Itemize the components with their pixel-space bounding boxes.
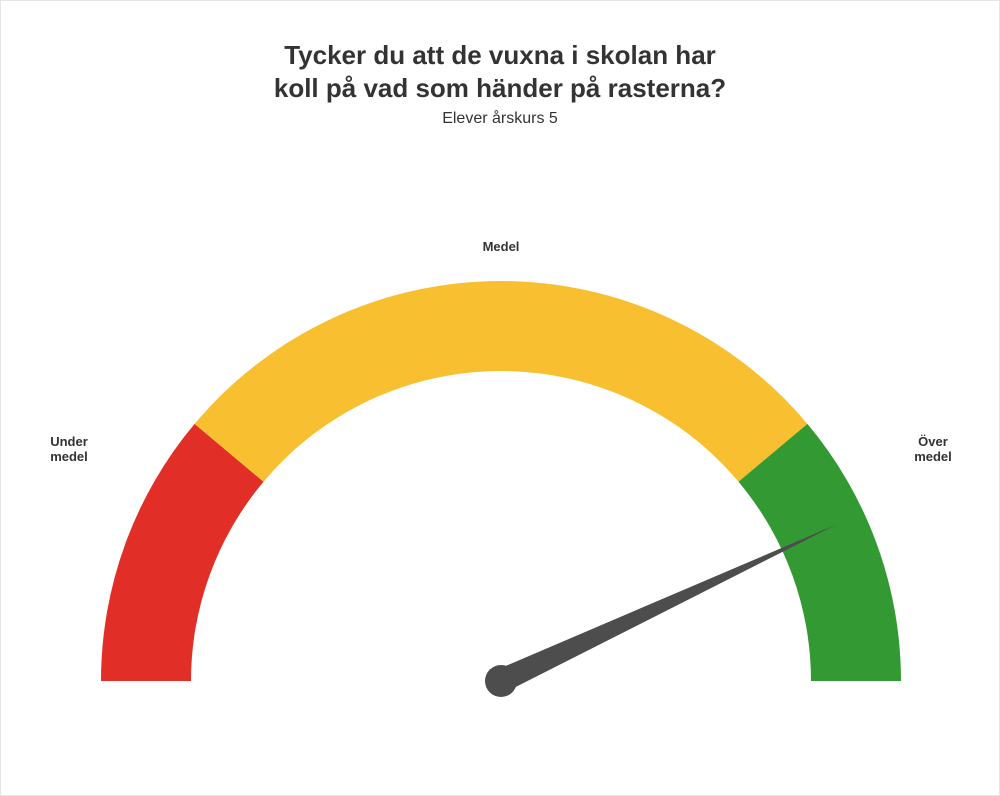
- title-line-2: koll på vad som händer på rasterna?: [274, 73, 726, 103]
- gauge-label-medel: Medel: [483, 239, 520, 254]
- chart-title: Tycker du att de vuxna i skolan har koll…: [1, 39, 999, 104]
- gauge-container: Undermedel Medel Övermedel: [1, 151, 999, 795]
- gauge-label-under: Undermedel: [50, 434, 88, 464]
- title-line-1: Tycker du att de vuxna i skolan har: [284, 40, 716, 70]
- chart-frame: Tycker du att de vuxna i skolan har koll…: [0, 0, 1000, 796]
- gauge-segment-over: [738, 424, 901, 681]
- gauge-segment-under: [101, 424, 264, 681]
- gauge-label-over: Övermedel: [914, 434, 952, 464]
- chart-subtitle: Elever årskurs 5: [1, 110, 999, 128]
- gauge-hub: [485, 665, 517, 697]
- gauge-chart: Undermedel Medel Övermedel: [1, 151, 1000, 791]
- gauge-needle: [496, 525, 836, 692]
- gauge-segment-medel: [195, 281, 808, 482]
